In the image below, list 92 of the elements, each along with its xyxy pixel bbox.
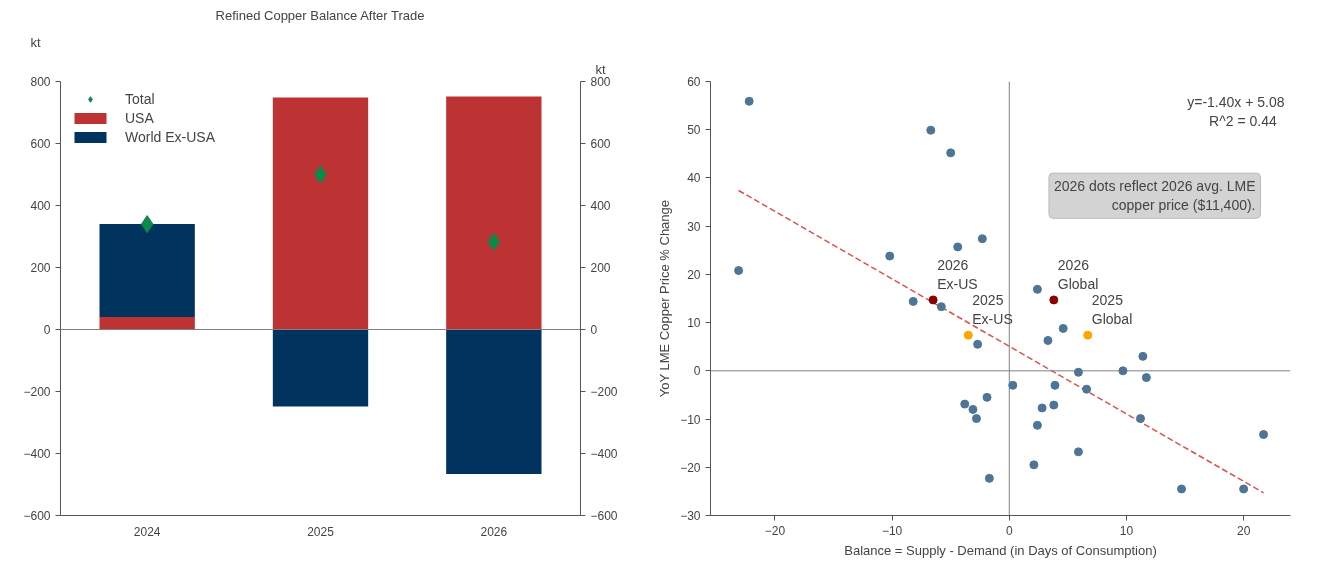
x-tick-label: 10 bbox=[1119, 523, 1134, 538]
point bbox=[928, 295, 938, 305]
annotation: 2026 Ex-US bbox=[937, 256, 978, 292]
y-tick-label: 800 bbox=[30, 75, 51, 89]
point bbox=[1029, 460, 1039, 470]
y2-tick-label: −400 bbox=[590, 447, 618, 461]
point bbox=[1037, 403, 1047, 413]
point bbox=[1239, 484, 1249, 494]
point bbox=[1032, 420, 1042, 430]
y-tick-label: 40 bbox=[687, 171, 701, 186]
y2-tick-label: 400 bbox=[590, 199, 611, 213]
point bbox=[977, 234, 987, 244]
annotation: 2026 dots reflect 2026 avg. LME copper price ($11,400). bbox=[1053, 178, 1256, 214]
legend-label: World Ex-USA bbox=[125, 129, 215, 145]
point bbox=[1141, 373, 1151, 383]
point bbox=[1008, 380, 1018, 390]
bar bbox=[446, 329, 542, 474]
annotation: y=-1.40x + 5.08 R^2 = 0.44 bbox=[1187, 93, 1285, 129]
point bbox=[973, 339, 983, 349]
y-tick-label: 60 bbox=[687, 75, 701, 89]
point bbox=[1259, 429, 1269, 439]
x-tick-label: 2024 bbox=[133, 524, 161, 539]
point bbox=[936, 302, 946, 312]
annotation: 2025 Ex-US bbox=[972, 291, 1013, 328]
point bbox=[1043, 335, 1053, 345]
x-tick-label: −20 bbox=[764, 523, 786, 538]
y-tick-label: 20 bbox=[687, 267, 701, 282]
point bbox=[908, 296, 918, 306]
point bbox=[1138, 351, 1148, 361]
legend-label: USA bbox=[125, 110, 154, 126]
point bbox=[1050, 380, 1060, 390]
x-tick-label: 20 bbox=[1236, 523, 1251, 538]
y2-tick-label: 200 bbox=[590, 261, 611, 275]
y-tick-label: −400 bbox=[23, 447, 51, 461]
y-tick-label: 30 bbox=[687, 219, 701, 234]
y2-tick-label: −600 bbox=[590, 509, 618, 523]
point bbox=[1177, 484, 1187, 494]
point bbox=[963, 330, 973, 340]
point bbox=[971, 414, 981, 424]
point bbox=[968, 404, 978, 414]
point bbox=[1082, 384, 1092, 394]
point bbox=[744, 96, 754, 106]
annotation: 2025 Global bbox=[1091, 291, 1133, 328]
chart-title: Refined Copper Balance After Trade bbox=[215, 7, 425, 23]
x-tick-label: −10 bbox=[881, 523, 903, 538]
point bbox=[984, 473, 994, 483]
point bbox=[982, 392, 992, 402]
y-tick-label: −30 bbox=[680, 509, 701, 523]
x-axis-title: Balance = Supply - Demand (in Days of Consumption) bbox=[844, 542, 1157, 558]
point bbox=[960, 399, 970, 409]
y-tick-label: 10 bbox=[687, 316, 701, 331]
point bbox=[1073, 367, 1083, 377]
bar bbox=[272, 97, 369, 330]
y-tick-label: 200 bbox=[30, 261, 51, 275]
point bbox=[1073, 447, 1083, 457]
legend-label: Total bbox=[125, 91, 155, 107]
point bbox=[734, 266, 744, 276]
point bbox=[1083, 330, 1093, 340]
bar bbox=[272, 329, 369, 407]
y-tick-label: −20 bbox=[680, 460, 701, 475]
y-tick-label: 50 bbox=[687, 123, 701, 138]
point bbox=[885, 251, 895, 261]
y-axis-title: YoY LME Copper Price % Change bbox=[657, 199, 673, 398]
point bbox=[1049, 400, 1059, 410]
point bbox=[1032, 284, 1042, 294]
y-axis-title: kt bbox=[30, 34, 41, 50]
bar bbox=[446, 96, 542, 330]
bar bbox=[99, 224, 195, 318]
y-tick-label: −200 bbox=[23, 385, 51, 399]
bar bbox=[99, 317, 195, 330]
y-tick-label: 0 bbox=[43, 323, 51, 337]
y-tick-label: −600 bbox=[23, 509, 51, 523]
x-tick-label: 0 bbox=[1005, 523, 1013, 538]
y-tick-label: 400 bbox=[30, 199, 51, 213]
x-tick-label: 2026 bbox=[480, 524, 508, 539]
annotation: 2026 Global bbox=[1057, 256, 1099, 292]
point bbox=[953, 242, 963, 252]
point bbox=[1136, 414, 1146, 424]
point bbox=[946, 148, 956, 158]
point bbox=[1058, 323, 1068, 333]
y2-tick-label: 600 bbox=[590, 137, 611, 151]
y-tick-label: 0 bbox=[693, 364, 701, 379]
x-tick-label: 2025 bbox=[307, 524, 335, 539]
y-tick-label: 600 bbox=[30, 137, 51, 151]
y2-tick-label: −200 bbox=[590, 385, 618, 399]
point bbox=[1118, 366, 1128, 376]
y2-axis-title: kt bbox=[595, 61, 606, 77]
y2-tick-label: 800 bbox=[590, 75, 611, 89]
y-tick-label: −10 bbox=[680, 412, 701, 427]
y2-tick-label: 0 bbox=[590, 323, 598, 337]
point bbox=[926, 125, 936, 135]
point bbox=[1049, 295, 1059, 305]
